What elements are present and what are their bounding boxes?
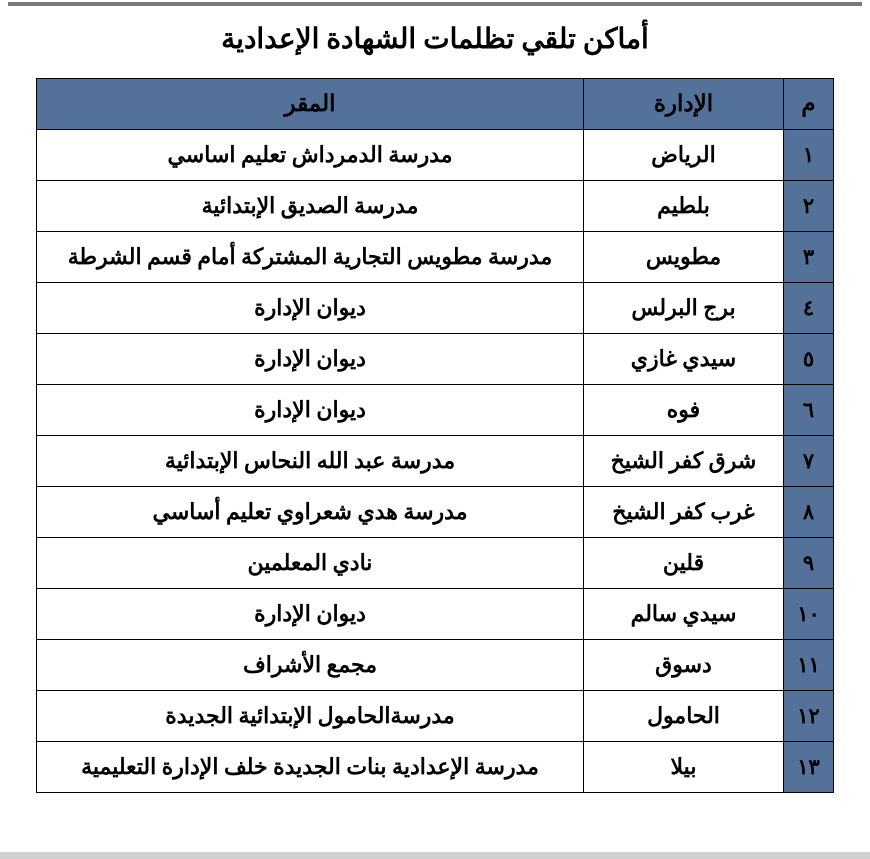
- row-number: ١: [784, 130, 834, 181]
- row-location: ديوان الإدارة: [37, 589, 584, 640]
- row-location: مدرسة عبد الله النحاس الإبتدائية: [37, 436, 584, 487]
- col-header-num: م: [784, 79, 834, 130]
- row-location: مجمع الأشراف: [37, 640, 584, 691]
- table-header-row: م الإدارة المقر: [37, 79, 834, 130]
- row-location: مدرسة الصديق الإبتدائية: [37, 181, 584, 232]
- col-header-location: المقر: [37, 79, 584, 130]
- table-row: ٧شرق كفر الشيخمدرسة عبد الله النحاس الإب…: [37, 436, 834, 487]
- row-number: ٣: [784, 232, 834, 283]
- page-inner: أماكن تلقي تظلمات الشهادة الإعدادية م ال…: [8, 2, 862, 852]
- table-row: ١٠سيدي سالمديوان الإدارة: [37, 589, 834, 640]
- row-admin: برج البرلس: [584, 283, 784, 334]
- table-row: ٢بلطيممدرسة الصديق الإبتدائية: [37, 181, 834, 232]
- table-row: ٣مطويسمدرسة مطويس التجارية المشتركة أمام…: [37, 232, 834, 283]
- row-location: ديوان الإدارة: [37, 385, 584, 436]
- row-number: ١٣: [784, 742, 834, 793]
- table-body: ١الرياضمدرسة الدمرداش تعليم اساسي٢بلطيمم…: [37, 130, 834, 793]
- row-admin: بيلا: [584, 742, 784, 793]
- table-row: ١٣بيلامدرسة الإعدادية بنات الجديدة خلف ا…: [37, 742, 834, 793]
- row-admin: غرب كفر الشيخ: [584, 487, 784, 538]
- table-row: ١١دسوقمجمع الأشراف: [37, 640, 834, 691]
- row-number: ١١: [784, 640, 834, 691]
- row-location: مدرسةالحامول الإبتدائية الجديدة: [37, 691, 584, 742]
- row-admin: قلين: [584, 538, 784, 589]
- row-admin: الحامول: [584, 691, 784, 742]
- table-row: ٩قليننادي المعلمين: [37, 538, 834, 589]
- page: أماكن تلقي تظلمات الشهادة الإعدادية م ال…: [0, 0, 870, 852]
- row-admin: مطويس: [584, 232, 784, 283]
- locations-table: م الإدارة المقر ١الرياضمدرسة الدمرداش تع…: [36, 78, 834, 793]
- row-admin: دسوق: [584, 640, 784, 691]
- table-row: ٦فوهديوان الإدارة: [37, 385, 834, 436]
- row-admin: سيدي غازي: [584, 334, 784, 385]
- row-location: مدرسة الإعدادية بنات الجديدة خلف الإدارة…: [37, 742, 584, 793]
- row-location: ديوان الإدارة: [37, 283, 584, 334]
- table-row: ٨غرب كفر الشيخمدرسة هدي شعراوي تعليم أسا…: [37, 487, 834, 538]
- table-header: م الإدارة المقر: [37, 79, 834, 130]
- row-number: ١٢: [784, 691, 834, 742]
- table-row: ٥سيدي غازيديوان الإدارة: [37, 334, 834, 385]
- row-number: ٢: [784, 181, 834, 232]
- row-location: ديوان الإدارة: [37, 334, 584, 385]
- col-header-admin: الإدارة: [584, 79, 784, 130]
- page-title: أماكن تلقي تظلمات الشهادة الإعدادية: [36, 22, 834, 56]
- row-admin: سيدي سالم: [584, 589, 784, 640]
- row-admin: الرياض: [584, 130, 784, 181]
- row-number: ٥: [784, 334, 834, 385]
- table-row: ١الرياضمدرسة الدمرداش تعليم اساسي: [37, 130, 834, 181]
- row-number: ١٠: [784, 589, 834, 640]
- row-location: مدرسة هدي شعراوي تعليم أساسي: [37, 487, 584, 538]
- row-admin: بلطيم: [584, 181, 784, 232]
- row-number: ٩: [784, 538, 834, 589]
- row-number: ٦: [784, 385, 834, 436]
- row-admin: شرق كفر الشيخ: [584, 436, 784, 487]
- row-number: ٤: [784, 283, 834, 334]
- row-number: ٨: [784, 487, 834, 538]
- row-admin: فوه: [584, 385, 784, 436]
- table-row: ١٢الحامولمدرسةالحامول الإبتدائية الجديدة: [37, 691, 834, 742]
- row-location: مدرسة مطويس التجارية المشتركة أمام قسم ا…: [37, 232, 584, 283]
- row-location: مدرسة الدمرداش تعليم اساسي: [37, 130, 584, 181]
- row-location: نادي المعلمين: [37, 538, 584, 589]
- row-number: ٧: [784, 436, 834, 487]
- table-row: ٤برج البرلسديوان الإدارة: [37, 283, 834, 334]
